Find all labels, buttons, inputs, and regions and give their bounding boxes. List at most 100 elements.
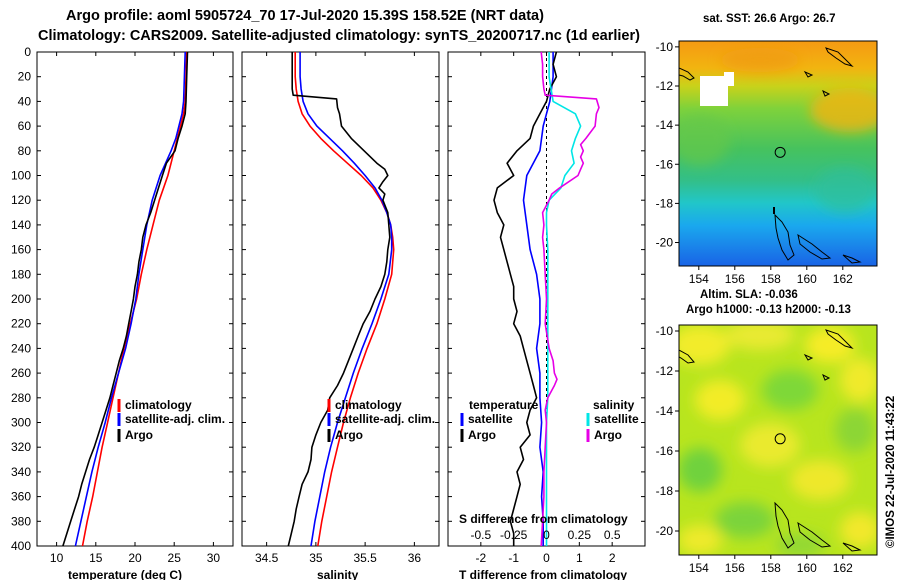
depth-tick-label: 380 [11,514,31,528]
map-y-tick-label: -18 [656,196,674,210]
depth-tick-label: 340 [11,465,31,479]
salinity-x-label: salinity [317,568,359,580]
depth-tick-label: 220 [11,317,31,331]
legend-t-satellite-label: satellite [468,412,513,426]
sst-map: sat. SST: 26.6 Argo: 26.7 [656,13,878,316]
difference-lines [493,51,600,547]
salinity-ticks [242,51,439,547]
map-y-tick-label: -16 [656,157,674,171]
difference-x-tick-labels: -2 -1 0 1 2 [475,551,615,565]
depth-tick-label: 40 [18,94,32,108]
temperature-x-label: temperature (deg C) [68,568,182,580]
series-line-argo [287,52,391,547]
map-y-tick-label: -20 [656,524,674,538]
map-x-tick-label: 160 [797,561,817,575]
s-diff-tick-label: 0.25 [568,528,592,542]
map-x-tick-label: 162 [833,561,853,575]
legend-temperature-title: temperature [469,398,539,412]
temperature-x-tick-labels: 10 15 20 25 30 [50,551,220,565]
legend-s-satellite-label: satellite [594,412,639,426]
salinity-axes-box [241,51,440,547]
argo-position-marker [774,433,786,445]
map-x-tick-label: 154 [689,561,709,575]
x-tick-label: 34.5 [255,551,279,565]
s-diff-tick-label: 0 [543,528,550,542]
x-tick-label: -1 [508,551,519,565]
s-diff-axis-label: S difference from climatology [459,512,628,526]
legend-satellite-adj-label: satellite-adj. clim. [335,412,435,426]
map-x-tick-label: 160 [797,272,817,286]
legend-t-argo-label: Argo [468,428,496,442]
depth-tick-label: 100 [11,169,31,183]
x-tick-label: 1 [576,551,583,565]
x-tick-label: 25 [168,551,182,565]
map-y-tick-label: -12 [656,79,674,93]
map-y-tick-label: -20 [656,236,674,250]
legend-argo-label: Argo [125,428,153,442]
depth-tick-label: 200 [11,292,31,306]
depth-tick-label: 80 [18,144,32,158]
x-tick-label: 10 [50,551,64,565]
sla-field-variation [679,325,877,555]
x-tick-label: 35.5 [353,551,377,565]
map-y-tick-label: -14 [656,118,674,132]
sst-missing-data [700,76,728,106]
map-x-tick-label: 158 [761,272,781,286]
depth-tick-label: 260 [11,366,31,380]
depth-tick-label: 180 [11,267,31,281]
depth-tick-label: 160 [11,243,31,257]
map-y-tick-label: -10 [656,324,674,338]
sla-coastlines [679,329,862,552]
difference-panel: -2 -1 0 1 2 T difference from climatology te… [447,51,646,580]
legend-salinity-title: salinity [593,398,635,412]
map-x-tick-label: 156 [725,272,745,286]
x-tick-label: 15 [89,551,103,565]
depth-tick-label: 20 [18,70,32,84]
map-y-tick-label: -16 [656,444,674,458]
sst-map-ticks: 154 156 158 160 162 -10 -12 -14 -16 -18 -20 [656,40,853,286]
s-diff-tick-label: -0.5 [470,528,491,542]
title-line-1: Argo profile: aoml 5905724_70 17-Jul-202… [66,8,544,24]
series-line-s-satellite [545,52,582,546]
series-line-t-argo [493,51,558,546]
x-tick-label: 2 [609,551,616,565]
map-x-tick-label: 154 [689,272,709,286]
map-x-tick-label: 158 [761,561,781,575]
sla-title-line-1: Altim. SLA: -0.036 [700,289,798,301]
sst-field-variation [679,48,877,212]
difference-x-label: T difference from climatology [459,568,627,580]
series-line-argo [62,51,189,547]
x-tick-label: 0 [543,551,550,565]
depth-tick-label: 360 [11,490,31,504]
s-diff-tick-label: -0.25 [500,528,528,542]
map-x-tick-label: 156 [725,561,745,575]
series-line-satellite-adj-clim- [299,52,393,547]
sst-map-frame [678,40,878,267]
x-tick-label: 35 [309,551,323,565]
s-diff-tick-label: 0.5 [604,528,621,542]
map-y-tick-label: -12 [656,364,674,378]
x-tick-label: 20 [128,551,142,565]
temperature-legend: climatology satellite-adj. clim. Argo [117,398,225,442]
map-y-tick-label: -18 [656,484,674,498]
depth-axis-labels: 0 20 40 60 80 100 120 140 160 180 200 220 240 260 280 3… [11,45,31,553]
salinity-legend: climatology satellite-adj. clim. Argo [327,398,435,442]
map-y-tick-label: -14 [656,404,674,418]
difference-legend: temperature satellite Argo salinity sate… [460,398,639,442]
legend-climatology-label: climatology [125,398,192,412]
depth-tick-label: 120 [11,193,31,207]
series-line-satellite-adj-clim- [74,51,186,547]
depth-tick-label: 140 [11,218,31,232]
x-tick-label: -2 [475,551,486,565]
series-line-t-satellite [522,52,554,546]
imos-timestamp: ©IMOS 22-Jul-2020 11:43:22 [885,396,897,548]
sla-title-line-2: Argo h1000: -0.13 h2000: -0.13 [686,304,851,316]
temperature-panel: 10 15 20 25 30 temperature (deg C) climatolo… [36,51,234,580]
x-tick-label: 30 [207,551,221,565]
legend-argo-label: Argo [335,428,363,442]
sst-missing-data [724,72,734,86]
temperature-lines [62,51,189,547]
depth-tick-label: 400 [11,539,31,553]
series-line-s-argo [540,51,600,547]
salinity-x-tick-labels: 34.5 35 35.5 36 [255,551,421,565]
